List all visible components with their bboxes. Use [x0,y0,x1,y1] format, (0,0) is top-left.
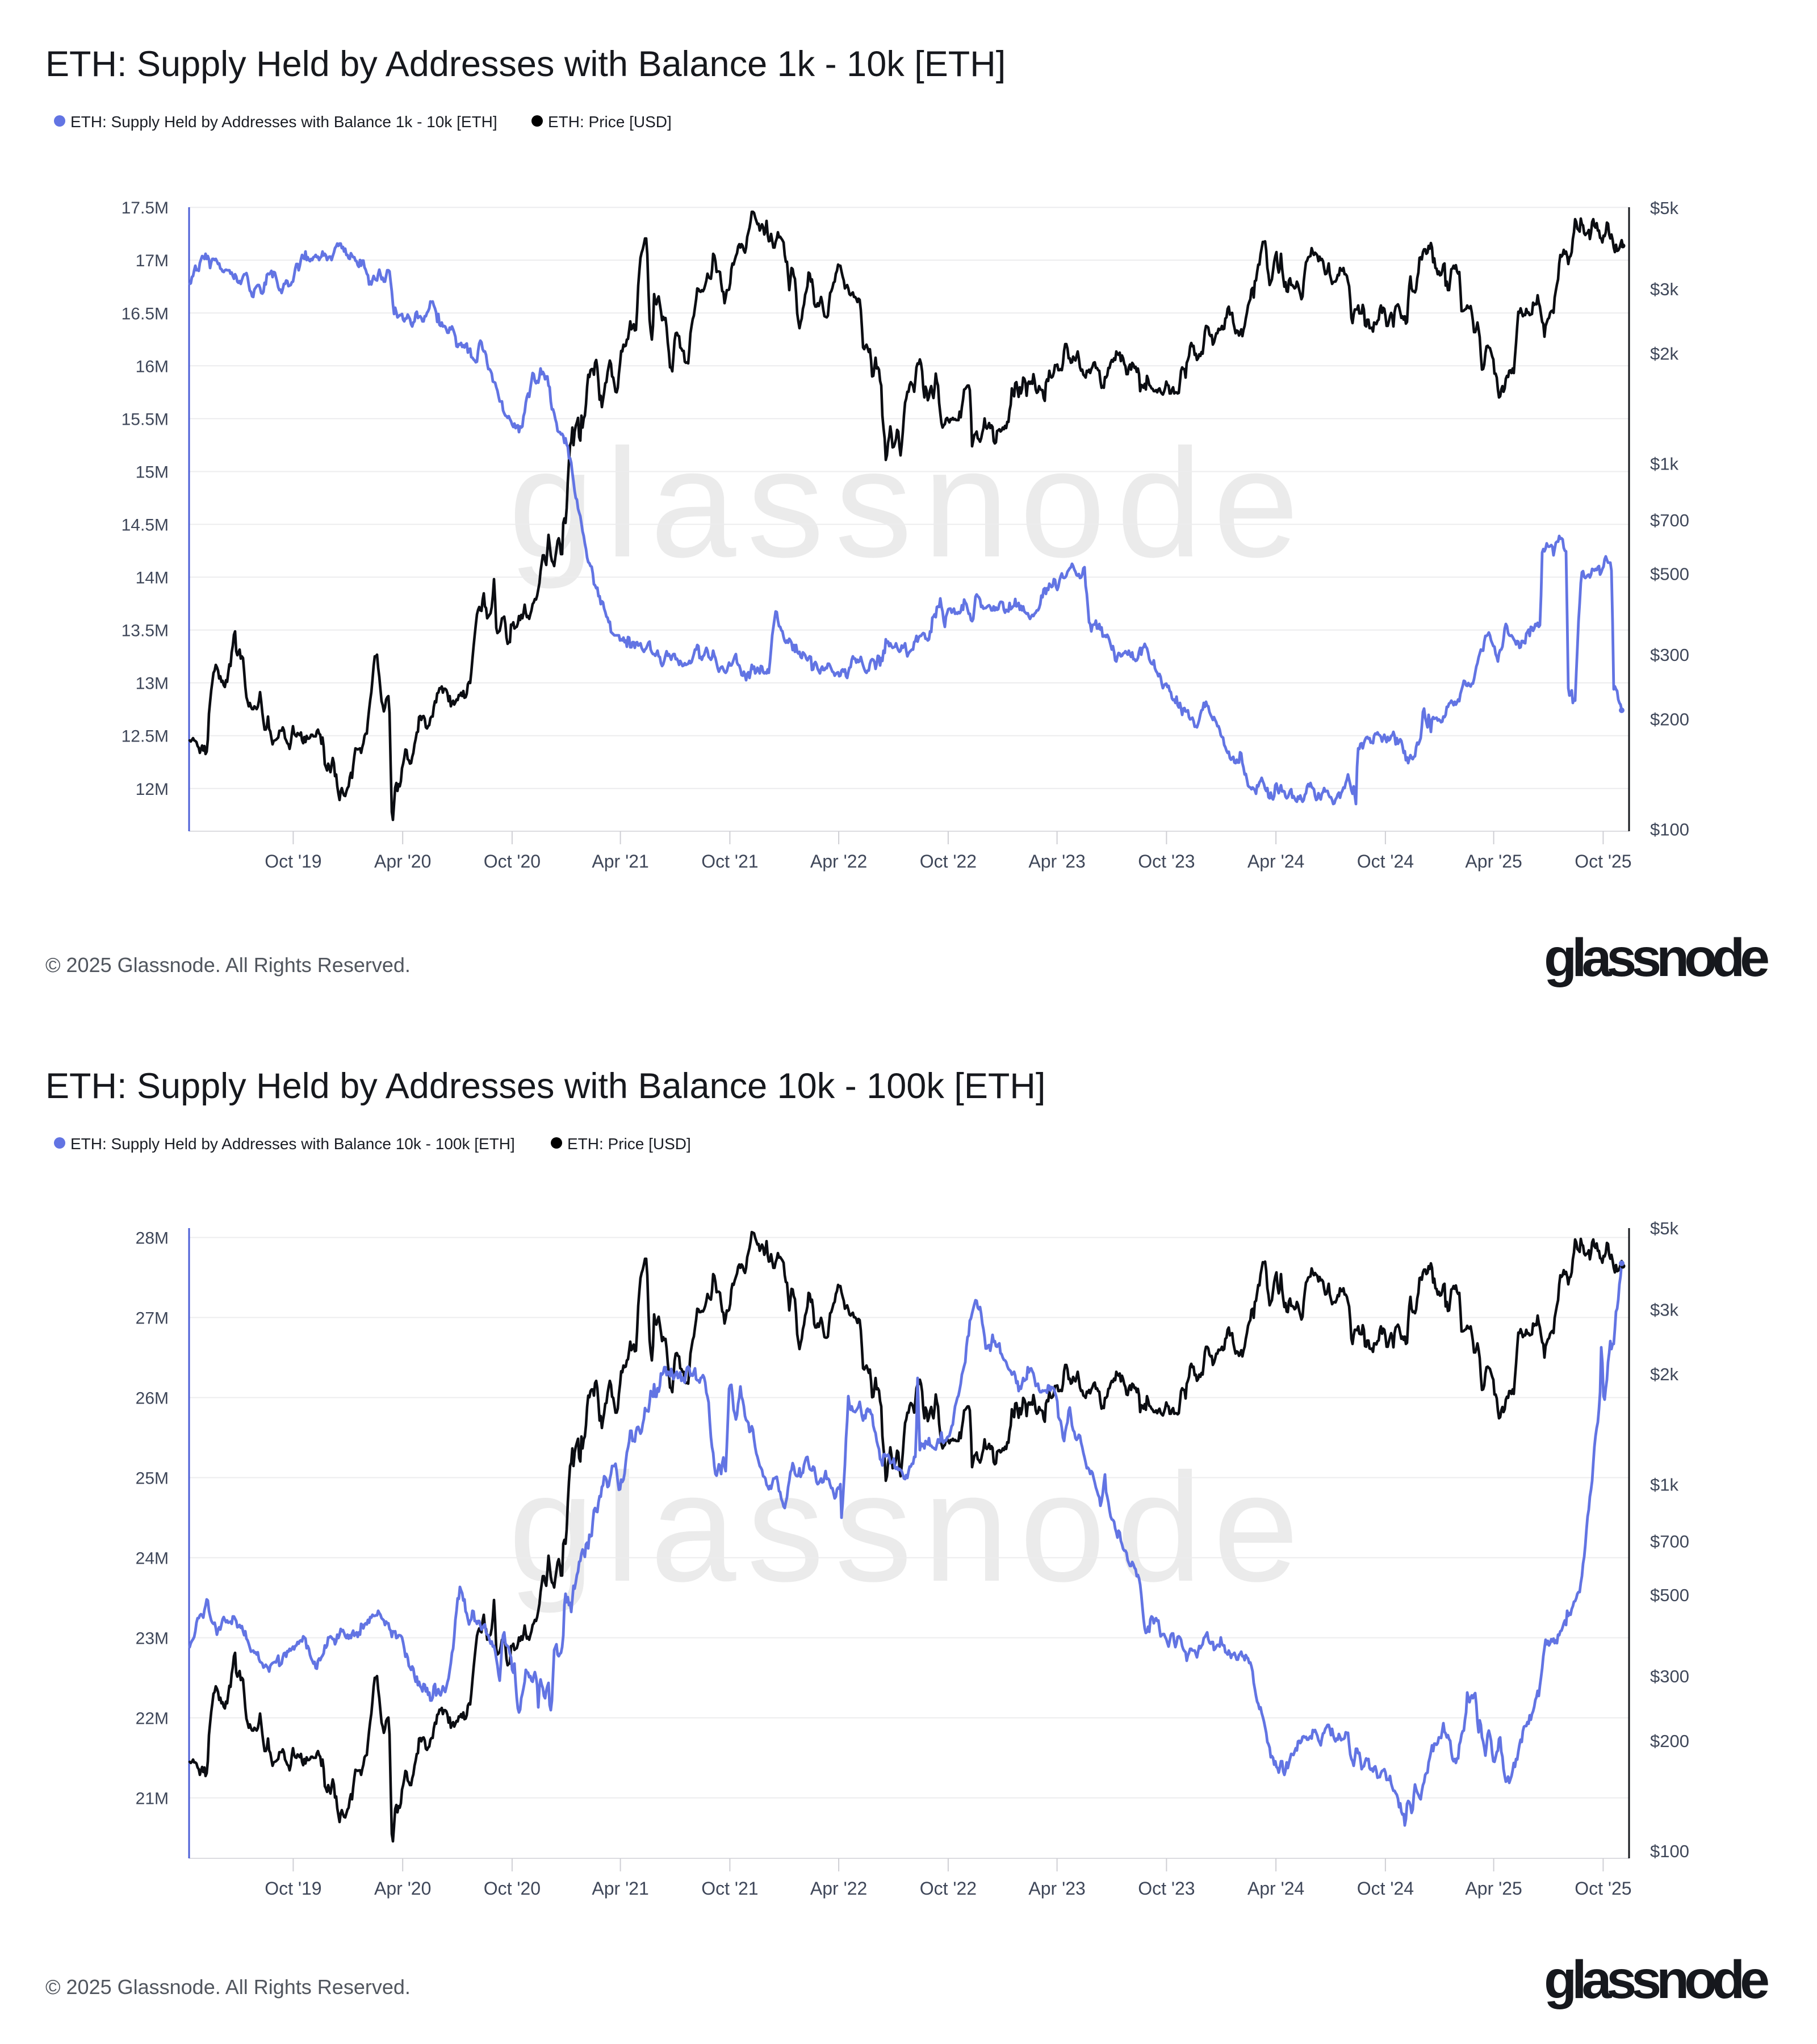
svg-text:Oct '20: Oct '20 [484,851,541,872]
svg-text:12.5M: 12.5M [122,727,169,746]
svg-text:Oct '22: Oct '22 [920,1878,977,1899]
svg-text:$300: $300 [1650,1666,1689,1686]
svg-text:Oct '19: Oct '19 [265,1878,321,1899]
svg-text:$1k: $1k [1650,1475,1678,1494]
svg-text:23M: 23M [136,1630,169,1648]
svg-text:28M: 28M [136,1229,169,1248]
svg-text:$5k: $5k [1650,1218,1678,1238]
svg-text:Oct '24: Oct '24 [1357,851,1414,872]
svg-text:Oct '25: Oct '25 [1575,1878,1631,1899]
svg-text:ETH: Supply Held by Addresses: ETH: Supply Held by Addresses with Balan… [45,1066,1045,1106]
svg-text:Apr '23: Apr '23 [1028,851,1085,872]
svg-text:24M: 24M [136,1549,169,1568]
svg-text:$1k: $1k [1650,454,1678,474]
svg-text:© 2025 Glassnode. All Rights R: © 2025 Glassnode. All Rights Reserved. [45,953,411,977]
svg-text:21M: 21M [136,1790,169,1808]
svg-text:$2k: $2k [1650,1364,1678,1384]
svg-text:22M: 22M [136,1710,169,1728]
svg-text:Oct '20: Oct '20 [484,1878,541,1899]
svg-text:Oct '25: Oct '25 [1575,851,1631,872]
svg-text:Oct '23: Oct '23 [1138,851,1195,872]
svg-text:ETH: Price [USD]: ETH: Price [USD] [567,1135,691,1153]
svg-text:$2k: $2k [1650,344,1678,363]
svg-text:14M: 14M [136,569,169,588]
svg-text:$5k: $5k [1650,198,1678,218]
svg-text:ETH: Price [USD]: ETH: Price [USD] [548,113,672,131]
svg-text:Oct '22: Oct '22 [920,851,977,872]
svg-text:Oct '23: Oct '23 [1138,1878,1195,1899]
svg-text:glassnode: glassnode [1544,1950,1768,2010]
svg-text:Apr '20: Apr '20 [374,1878,431,1899]
svg-text:Apr '21: Apr '21 [592,1878,648,1899]
svg-text:Oct '21: Oct '21 [701,851,758,872]
svg-text:Apr '24: Apr '24 [1247,1878,1304,1899]
svg-text:$3k: $3k [1650,279,1678,299]
svg-text:16.5M: 16.5M [122,304,169,323]
svg-text:Oct '21: Oct '21 [701,1878,758,1899]
svg-text:$200: $200 [1650,1731,1689,1751]
svg-text:$3k: $3k [1650,1300,1678,1320]
svg-text:Apr '22: Apr '22 [810,851,867,872]
svg-text:$500: $500 [1650,564,1689,584]
svg-text:$200: $200 [1650,710,1689,730]
svg-text:Oct '19: Oct '19 [265,851,321,872]
svg-text:Apr '25: Apr '25 [1465,851,1522,872]
svg-text:$700: $700 [1650,1531,1689,1551]
svg-text:14.5M: 14.5M [122,516,169,535]
svg-text:© 2025 Glassnode. All Rights R: © 2025 Glassnode. All Rights Reserved. [45,1975,411,1999]
svg-text:$100: $100 [1650,820,1689,840]
svg-text:Apr '20: Apr '20 [374,851,431,872]
svg-text:ETH: Supply Held by Addresses: ETH: Supply Held by Addresses with Balan… [70,1135,515,1153]
svg-text:glassnode: glassnode [508,417,1309,590]
svg-text:15.5M: 15.5M [122,410,169,429]
svg-text:Apr '22: Apr '22 [810,1878,867,1899]
svg-text:17M: 17M [136,252,169,270]
svg-text:$100: $100 [1650,1841,1689,1861]
svg-text:27M: 27M [136,1309,169,1328]
svg-text:Apr '23: Apr '23 [1028,1878,1085,1899]
svg-text:glassnode: glassnode [1544,928,1768,988]
svg-text:ETH: Supply Held by Addresses: ETH: Supply Held by Addresses with Balan… [70,113,497,131]
svg-text:26M: 26M [136,1389,169,1408]
svg-text:Apr '24: Apr '24 [1247,851,1304,872]
svg-text:$700: $700 [1650,510,1689,530]
svg-text:glassnode: glassnode [508,1441,1309,1615]
svg-text:17.5M: 17.5M [122,199,169,217]
svg-text:13.5M: 13.5M [122,622,169,640]
svg-text:Apr '21: Apr '21 [592,851,648,872]
svg-text:15M: 15M [136,463,169,482]
svg-text:13M: 13M [136,675,169,693]
svg-text:$300: $300 [1650,645,1689,665]
svg-text:$500: $500 [1650,1585,1689,1605]
svg-text:ETH: Supply Held by Addresses: ETH: Supply Held by Addresses with Balan… [45,44,1006,84]
svg-text:16M: 16M [136,357,169,376]
svg-text:12M: 12M [136,780,169,799]
svg-text:Apr '25: Apr '25 [1465,1878,1522,1899]
svg-text:25M: 25M [136,1469,169,1488]
svg-text:Oct '24: Oct '24 [1357,1878,1414,1899]
